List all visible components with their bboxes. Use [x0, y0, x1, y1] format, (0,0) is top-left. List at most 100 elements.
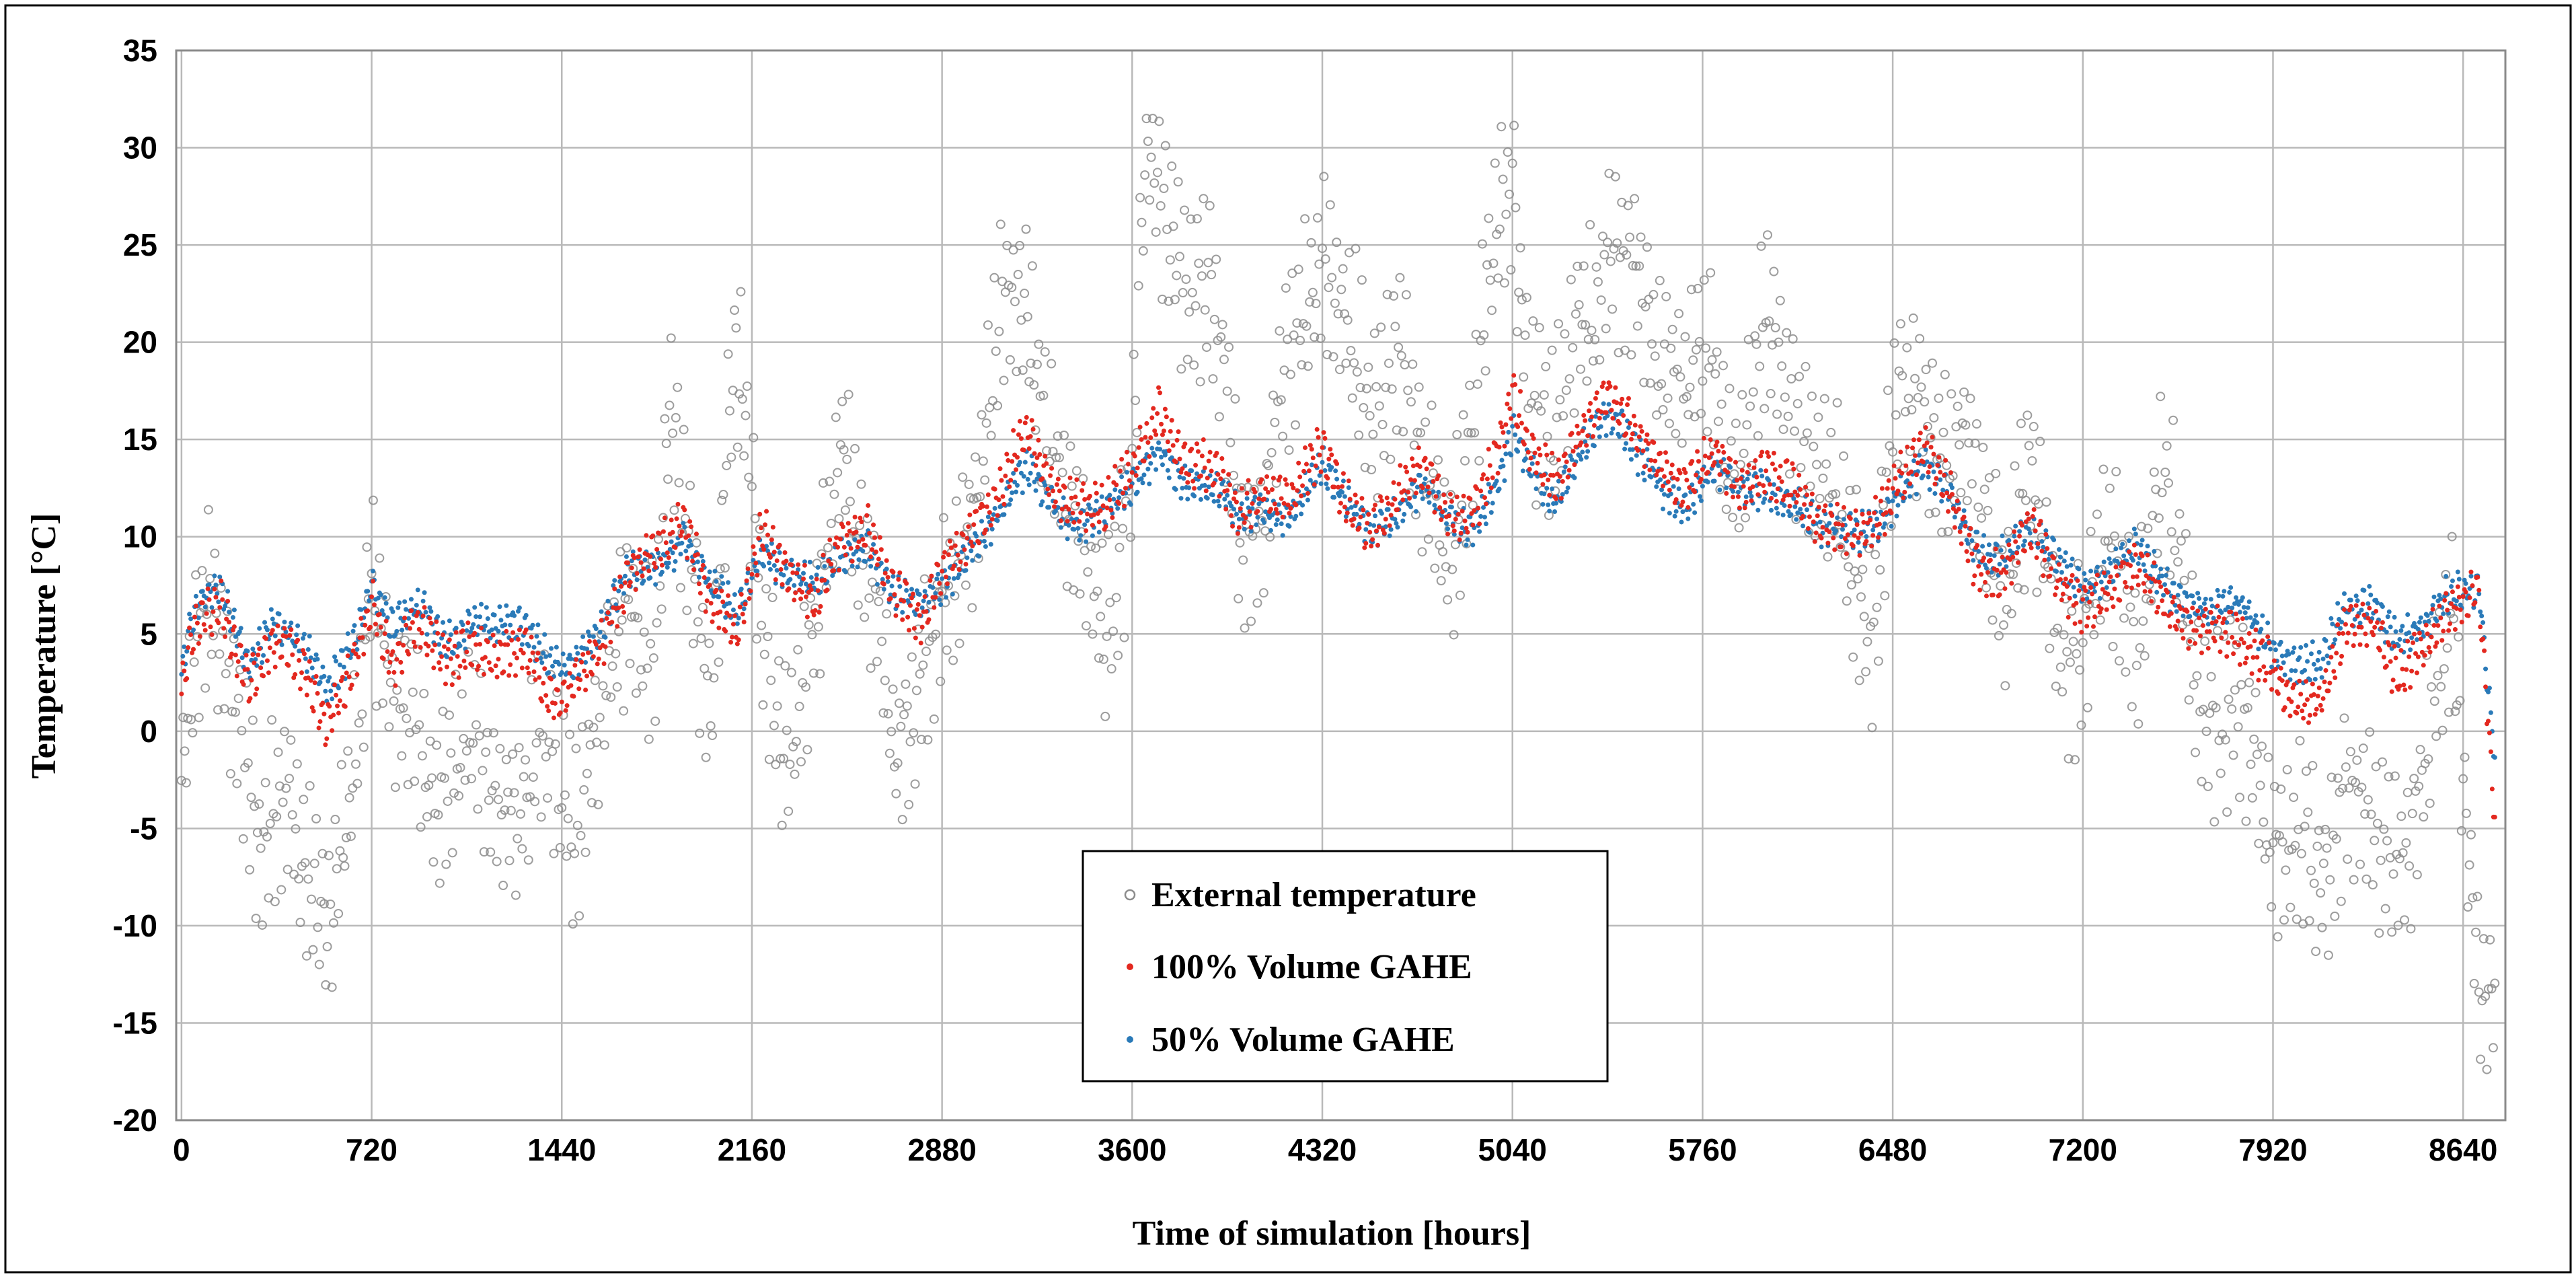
gahe50-point: [295, 624, 300, 628]
gahe100-point: [1192, 486, 1197, 490]
gahe100-point: [1366, 512, 1371, 517]
gahe100-point: [1463, 519, 1468, 523]
gahe100-point: [1936, 455, 1941, 460]
gahe100-point: [1079, 488, 1084, 493]
gahe50-point: [1040, 499, 1045, 504]
gahe100-point: [1599, 409, 1603, 414]
gahe50-point: [187, 612, 192, 616]
gahe100-point: [437, 660, 441, 665]
gahe100-point: [1769, 496, 1774, 501]
gahe100-point: [742, 620, 747, 624]
gahe50-point: [778, 550, 782, 555]
gahe100-point: [1384, 517, 1388, 521]
gahe100-point: [2476, 588, 2481, 593]
gahe100-point: [831, 568, 836, 573]
gahe100-point: [1716, 449, 1720, 453]
gahe100-point: [2152, 560, 2156, 565]
gahe50-point: [2444, 574, 2448, 579]
gahe100-point: [705, 598, 710, 603]
gahe100-point: [911, 591, 915, 596]
gahe100-point: [1903, 464, 1908, 468]
gahe50-point: [2059, 570, 2064, 575]
gahe100-point: [1460, 509, 1465, 513]
gahe100-point: [321, 712, 326, 717]
gahe100-point: [1078, 511, 1083, 515]
gahe50-point: [1478, 514, 1483, 519]
gahe100-point: [2236, 643, 2241, 647]
gahe100-point: [1732, 484, 1737, 489]
gahe100-point: [546, 708, 551, 713]
gahe100-point: [1708, 437, 1713, 442]
gahe100-point: [726, 593, 730, 598]
gahe50-point: [1895, 503, 1900, 508]
gahe100-point: [1126, 462, 1131, 466]
gahe100-point: [794, 571, 799, 575]
gahe50-point: [1911, 458, 1916, 463]
gahe100-point: [1559, 496, 1564, 501]
gahe50-point: [1488, 490, 1492, 495]
gahe50-point: [917, 592, 922, 597]
gahe100-point: [1519, 420, 1524, 425]
gahe100-point: [2146, 576, 2151, 581]
gahe50-point: [660, 570, 665, 575]
gahe100-point: [1861, 520, 1866, 525]
gahe100-point: [2112, 587, 2117, 591]
gahe100-point: [1156, 386, 1161, 390]
gahe50-point: [1529, 474, 1533, 478]
gahe50-point: [504, 603, 508, 608]
gahe100-point: [778, 543, 782, 548]
gahe100-point: [2269, 687, 2274, 692]
gahe100-point: [808, 583, 812, 588]
gahe100-point: [1121, 490, 1125, 495]
gahe100-point: [476, 664, 481, 669]
gahe50-point: [2139, 543, 2144, 548]
gahe100-point: [1842, 505, 1846, 510]
gahe50-point: [727, 601, 732, 606]
gahe50-point: [1090, 534, 1095, 538]
gahe50-point: [471, 622, 476, 627]
gahe50-point: [1928, 487, 1932, 492]
gahe50-point: [227, 610, 231, 614]
gahe50-point: [1914, 492, 1919, 497]
gahe50-point: [982, 539, 987, 544]
gahe100-point: [1885, 486, 1890, 490]
gahe100-point: [1288, 506, 1293, 511]
gahe100-point: [971, 522, 976, 527]
gahe100-point: [2350, 623, 2355, 628]
gahe100-point: [743, 601, 748, 606]
gahe100-point: [609, 620, 614, 624]
gahe50-point: [1667, 511, 1672, 515]
gahe50-point: [2457, 577, 2462, 581]
gahe100-point: [1420, 485, 1425, 490]
gahe50-point: [557, 662, 562, 667]
gahe100-point: [373, 622, 378, 626]
gahe50-point: [1699, 499, 1704, 503]
gahe50-point: [1119, 474, 1124, 479]
gahe100-point: [1019, 436, 1024, 441]
gahe100-point: [458, 664, 463, 669]
gahe100-point: [1629, 437, 1634, 441]
gahe50-point: [1534, 486, 1539, 491]
gahe100-point: [1807, 515, 1812, 519]
gahe100-point: [1739, 476, 1743, 481]
gahe50-point: [2456, 570, 2460, 575]
gahe100-point: [1011, 428, 1016, 433]
gahe100-point: [698, 591, 703, 595]
gahe100-point: [1728, 458, 1733, 462]
gahe50-point: [2070, 556, 2075, 561]
gahe50-point: [1258, 492, 1262, 497]
gahe50-point: [621, 591, 626, 596]
gahe100-point: [1592, 423, 1597, 428]
gahe50-point: [2140, 538, 2145, 542]
gahe100-point: [2265, 634, 2270, 639]
gahe100-point: [2285, 680, 2290, 684]
gahe50-point: [1828, 503, 1833, 507]
gahe50-point: [1731, 489, 1735, 494]
gahe100-point: [330, 728, 334, 733]
gahe50-point: [1001, 512, 1006, 517]
gahe100-point: [1674, 497, 1679, 502]
gahe100-point: [2283, 705, 2287, 710]
gahe100-point: [541, 681, 545, 686]
gahe100-point: [1988, 558, 1993, 562]
gahe100-point: [675, 502, 680, 507]
